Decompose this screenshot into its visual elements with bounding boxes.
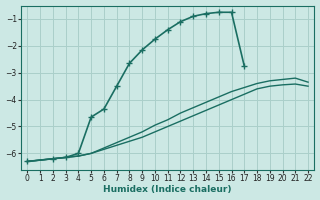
X-axis label: Humidex (Indice chaleur): Humidex (Indice chaleur) [103, 185, 232, 194]
